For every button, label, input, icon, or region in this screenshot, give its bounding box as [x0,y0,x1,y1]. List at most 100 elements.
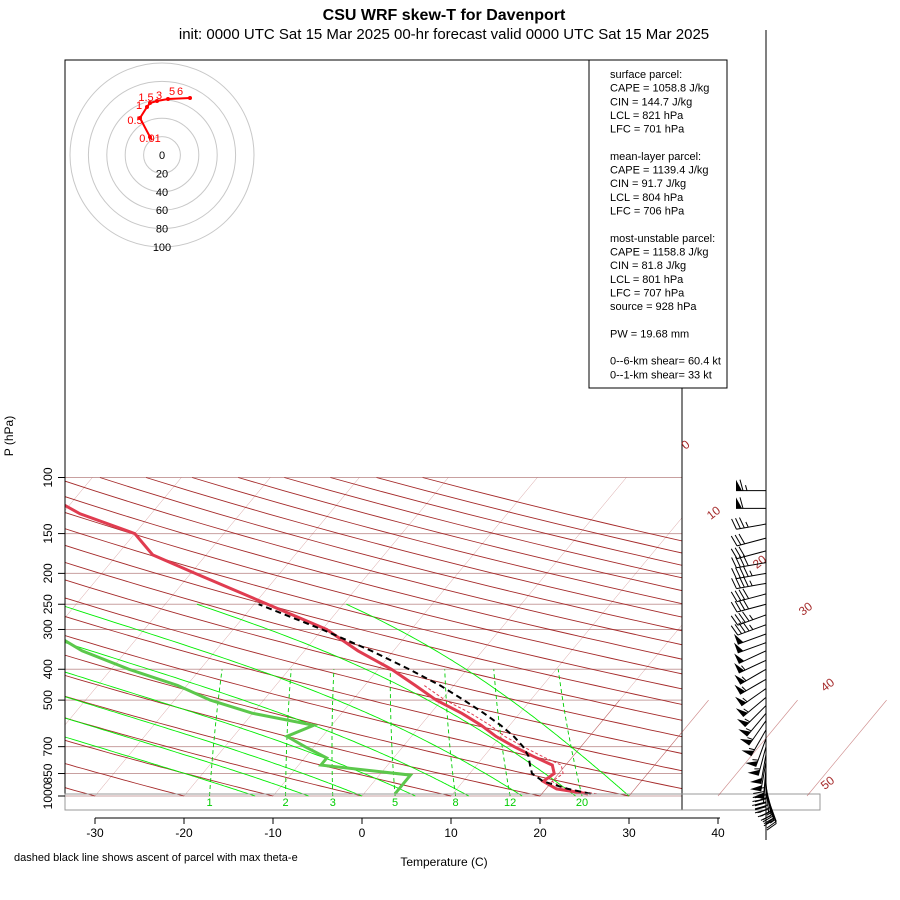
isotherm-line [806,699,887,797]
hodograph-point [145,105,149,109]
x-tick-label: 10 [444,826,458,840]
dry-adiabat [65,635,682,790]
hodograph-point-label: 6 [177,86,183,98]
parcel-ascent [258,603,591,795]
mixing-ratio-line [493,669,511,797]
wind-barb [734,650,767,664]
dry-adiabat [65,480,682,646]
footnote: dashed black line shows ascent of parcel… [14,852,298,864]
isotherm-line [65,477,182,619]
hodograph-point-label: 1.5 [138,92,153,104]
temperature-axis: -30 -20 -10 0 10 20 30 40 [86,817,725,840]
dry-adiabat [65,717,363,797]
y-tick-label: 300 [41,619,55,639]
isotherm-line [183,477,449,797]
wind-barb [730,598,767,613]
dry-adiabat [65,579,682,738]
parcel-panel-line: LCL = 801 hPa [610,274,684,286]
wind-barb [734,659,767,674]
hodograph-point-label: 0.01 [139,133,160,145]
dry-adiabat [65,695,452,797]
isotherm-line [628,699,709,797]
x-tick-label: -30 [86,826,104,840]
parcel-panel-line: CIN = 91.7 J/kg [610,178,686,190]
dry-adiabat [65,544,682,705]
mixing-ratio-label: 20 [576,797,588,809]
mixing-ratio-line [331,669,335,797]
hodograph-point [166,97,170,101]
wind-barb [731,555,767,569]
parcel-panel-line: LFC = 707 hPa [610,287,685,299]
wind-barb [734,678,767,695]
parcel-panel-line: surface parcel: [610,69,682,81]
dry-adiabat [65,496,682,660]
x-tick-label: 30 [622,826,636,840]
parcel-panel-line: PW = 19.68 mm [610,328,689,340]
y-tick-label: 250 [41,594,55,614]
y-axis-label: P (hPa) [2,416,16,456]
y-tick-label: 200 [41,563,55,583]
wind-barb [731,575,767,590]
wind-barb [736,479,766,492]
mixing-ratio-line [285,669,292,796]
parcel-panel-box [588,59,728,389]
chart-subtitle: init: 0000 UTC Sat 15 Mar 2025 00-hr for… [179,26,709,43]
x-tick-label: 0 [359,826,366,840]
wind-barb [730,588,767,603]
mixing-ratio-label: 1 [207,797,213,809]
wind-barb [736,497,766,509]
wind-barbs [730,479,777,831]
isotherm-label: 30 [796,599,815,618]
hodograph-ring-label: 40 [156,187,168,199]
wind-barb [735,696,767,717]
background-grid [65,477,900,797]
dry-adiabat [65,512,682,675]
parcel-panel-line: CIN = 81.8 J/kg [610,260,686,272]
dry-adiabat [284,477,682,579]
hodograph-point-label: 0.5 [127,115,142,127]
lower-strip-frame [64,793,821,811]
x-tick-label: -20 [175,826,193,840]
isotherm-line [94,477,360,797]
wind-barb [739,720,767,746]
isotherm-line [539,699,620,797]
wind-barb [738,712,767,737]
moist-adiabat [65,671,416,797]
mixing-ratio-label: 12 [504,797,516,809]
dry-adiabat [65,763,185,797]
hodograph-point [188,96,192,100]
isotherm-line [361,477,627,797]
hodograph-background [70,63,254,247]
moist-adiabat [346,603,630,797]
isotherm-label: 10 [704,503,723,522]
hodograph-ring-label: 20 [156,168,168,180]
y-tick-label: 150 [41,523,55,543]
dry-adiabat [65,674,541,797]
wind-barb [750,754,767,784]
hodograph-ring-label: 0 [159,150,165,162]
mixing-ratio-label: 3 [330,797,336,809]
wind-barb [765,795,777,831]
hodograph-point [148,135,152,139]
isotherm-label: 0 [679,437,693,452]
wind-barb [734,668,767,685]
hodograph-ring [143,136,181,174]
hodograph-ring-label: 60 [156,205,168,217]
dry-adiabat [65,597,682,754]
moist-adiabat [65,642,470,797]
hodograph-ring-label: 80 [156,224,168,236]
isotherm-line [807,478,900,797]
dry-adiabat [99,477,682,632]
dry-adiabat [65,654,630,797]
dry-adiabat [65,528,682,690]
parcel-panel-line: LCL = 821 hPa [610,110,684,122]
wind-barb [730,611,767,626]
isotherm-line [718,478,900,797]
x-tick-label: 20 [533,826,547,840]
hodograph-point-label: 3 [156,90,162,102]
wind-barb [730,533,767,547]
isotherm-line [272,477,538,797]
